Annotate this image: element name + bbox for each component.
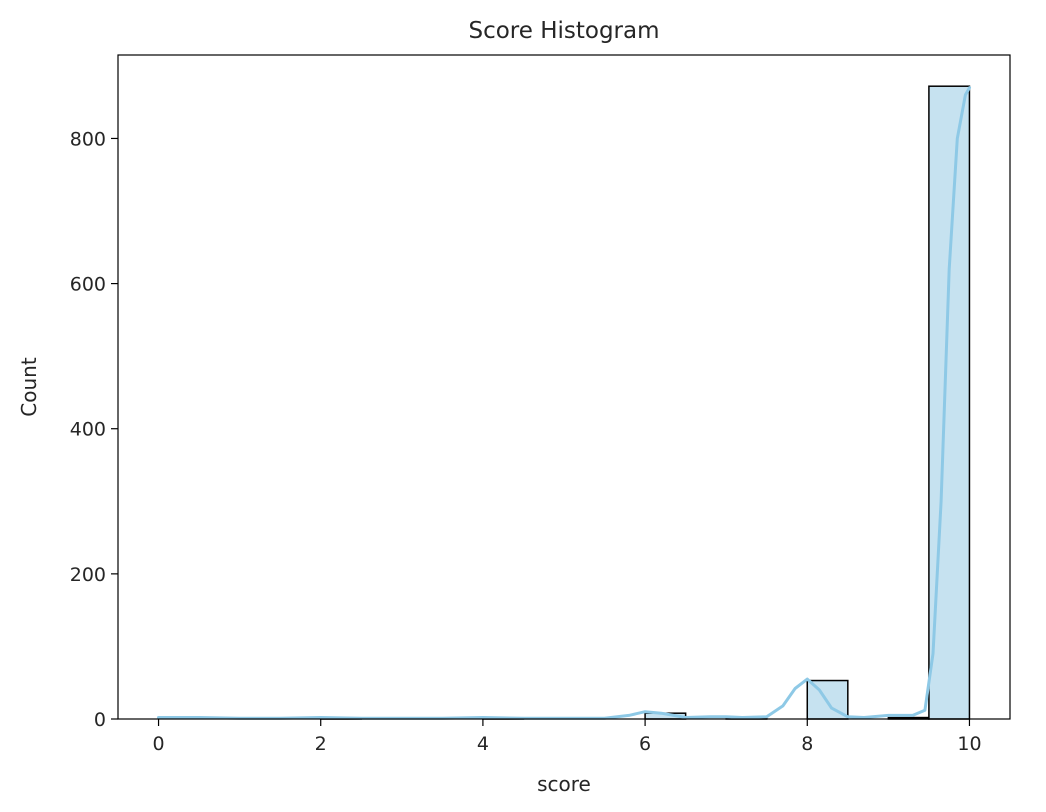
x-axis-label: score (537, 772, 591, 796)
y-tick-label: 600 (70, 274, 106, 296)
y-tick-label: 400 (70, 419, 106, 441)
y-tick-label: 0 (94, 709, 106, 731)
x-tick-label: 6 (639, 733, 651, 755)
x-tick-label: 8 (801, 733, 813, 755)
y-tick-label: 200 (70, 564, 106, 586)
y-axis-ticks: 0 200 400 600 800 (70, 128, 118, 731)
plot-frame (117, 54, 1011, 720)
y-axis-label: Count (17, 357, 41, 417)
bars-group (319, 85, 971, 720)
x-tick-label: 10 (957, 733, 981, 755)
y-tick-label: 800 (70, 128, 106, 150)
x-axis-ticks: 0 2 4 6 8 10 (152, 719, 982, 755)
kde-curve (157, 86, 971, 720)
chart-title: Score Histogram (468, 18, 659, 44)
x-tick-label: 0 (152, 733, 164, 755)
x-tick-label: 2 (315, 733, 327, 755)
x-tick-label: 4 (477, 733, 489, 755)
